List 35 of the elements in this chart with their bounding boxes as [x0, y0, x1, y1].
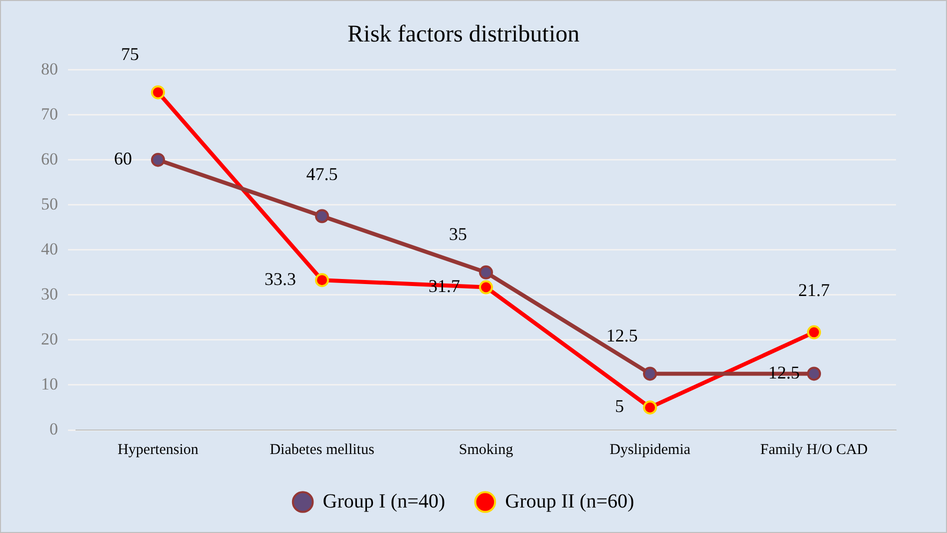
x-tick-label: Hypertension — [118, 442, 199, 458]
legend-label: Group II (n=60) — [505, 490, 634, 512]
y-tick-label: 30 — [41, 284, 58, 304]
point — [807, 325, 821, 340]
data-label: 5 — [615, 396, 624, 416]
x-tick-label: Family H/O CAD — [760, 442, 868, 458]
data-label: 75 — [121, 44, 139, 64]
point — [315, 273, 329, 288]
data-label: 35 — [449, 224, 467, 244]
y-tick-label: 50 — [41, 194, 58, 214]
y-tick-label: 0 — [50, 419, 58, 438]
y-tick-label: 10 — [41, 374, 58, 394]
data-label: 21.7 — [798, 280, 830, 300]
x-tick-label: Diabetes mellitus — [270, 442, 374, 458]
y-tick-label: 60 — [41, 149, 58, 168]
point — [151, 85, 165, 100]
data-label: 60 — [114, 148, 132, 169]
y-tick-label: 80 — [41, 59, 58, 78]
point — [315, 209, 329, 224]
point — [479, 265, 493, 280]
chart-title: Risk factors distribution — [348, 22, 580, 48]
data-label: 12.5 — [606, 325, 638, 346]
point — [479, 280, 493, 294]
data-label: 47.5 — [306, 164, 338, 184]
x-tick-label: Smoking — [458, 442, 514, 458]
legend-label: Group I (n=40) — [322, 490, 446, 512]
point — [643, 400, 657, 414]
point — [643, 366, 657, 381]
y-tick-label: 40 — [41, 239, 58, 258]
y-tick-label: 20 — [41, 329, 58, 348]
data-label: 33.3 — [264, 268, 296, 289]
y-tick-label: 70 — [41, 104, 58, 124]
point — [151, 152, 165, 167]
x-tick-label: Dyslipidemia — [610, 442, 691, 458]
point — [807, 366, 821, 381]
